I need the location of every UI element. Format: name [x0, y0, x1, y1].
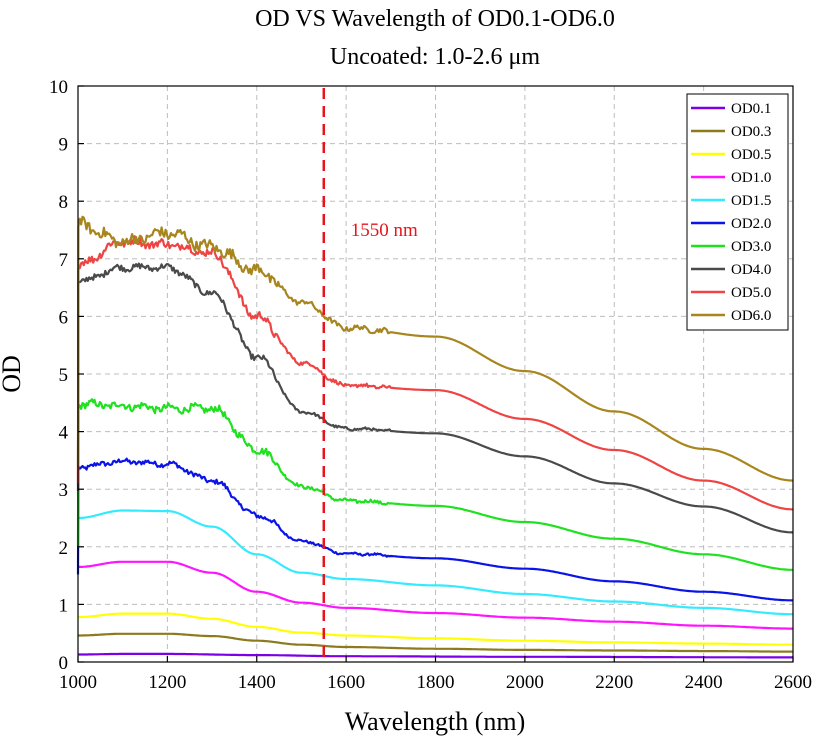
annotation-label: 1550 nm — [351, 220, 418, 241]
legend-entry: OD1.5 — [731, 193, 771, 209]
x-tick-label: 2200 — [595, 672, 633, 693]
series-line-od1-5 — [78, 509, 793, 616]
x-tick-label: 1600 — [327, 672, 365, 693]
x-tick-label: 2600 — [774, 672, 812, 693]
legend-entry: OD2.0 — [731, 216, 771, 232]
x-tick-label: 2400 — [685, 672, 723, 693]
y-tick-label: 1 — [59, 595, 69, 616]
x-tick-label: 1400 — [238, 672, 276, 693]
y-tick-label: 2 — [59, 538, 69, 559]
legend-box — [686, 93, 789, 331]
y-tick-label: 7 — [59, 250, 69, 271]
series-line-od3-0 — [76, 398, 793, 571]
y-axis-label: OD — [0, 355, 26, 393]
legend-entry: OD4.0 — [731, 262, 771, 278]
legend-entry: OD0.1 — [731, 101, 771, 117]
legend-entry: OD0.5 — [731, 147, 771, 163]
legend-entry: OD1.0 — [731, 170, 771, 186]
y-tick-label: 10 — [49, 77, 68, 98]
y-tick-label: 0 — [59, 653, 69, 674]
x-tick-label: 1200 — [148, 672, 186, 693]
chart-subtitle: Uncoated: 1.0-2.6 μm — [330, 44, 540, 70]
x-tick-label: 1800 — [417, 672, 455, 693]
legend-entry: OD6.0 — [731, 308, 771, 324]
series-line-od6-0 — [76, 215, 794, 482]
annotation: 1550 nm — [322, 88, 418, 662]
y-tick-label: 6 — [59, 307, 69, 328]
legend-entry: OD5.0 — [731, 285, 771, 301]
series-line-od1-0 — [77, 560, 793, 630]
axis-ticks: 1000 1200 1400 1600 1800 2000 2200 2400 2600 0 1 2 3… — [49, 77, 812, 693]
chart-title: OD VS Wavelength of OD0.1-OD6.0 — [255, 6, 615, 32]
y-tick-label: 9 — [59, 135, 69, 156]
x-axis-label: Wavelength (nm) — [345, 707, 526, 736]
legend-entry: OD3.0 — [731, 239, 771, 255]
legend-entry: OD0.3 — [731, 124, 771, 140]
series-line-od5-0 — [76, 235, 794, 511]
x-tick-label: 1000 — [59, 672, 97, 693]
y-tick-label: 8 — [59, 192, 69, 213]
y-tick-label: 4 — [59, 423, 69, 444]
series-line-od0-5 — [78, 612, 793, 646]
legend: OD0.1 OD0.3 OD0.5 OD1.0 OD1.5 OD2.0 OD3.0 OD4.0… — [686, 93, 789, 331]
series-line-od2-0 — [76, 457, 793, 602]
series-line-od4-0 — [76, 262, 793, 534]
grid — [78, 86, 793, 662]
series-line-od0-3 — [78, 632, 793, 653]
y-tick-label: 5 — [59, 365, 69, 386]
y-tick-label: 3 — [59, 480, 69, 501]
x-tick-label: 2000 — [506, 672, 544, 693]
